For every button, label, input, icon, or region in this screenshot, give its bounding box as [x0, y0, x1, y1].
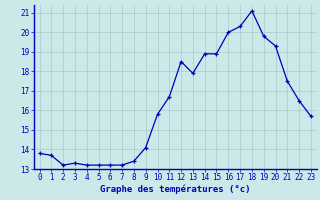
X-axis label: Graphe des températures (°c): Graphe des températures (°c): [100, 185, 251, 194]
